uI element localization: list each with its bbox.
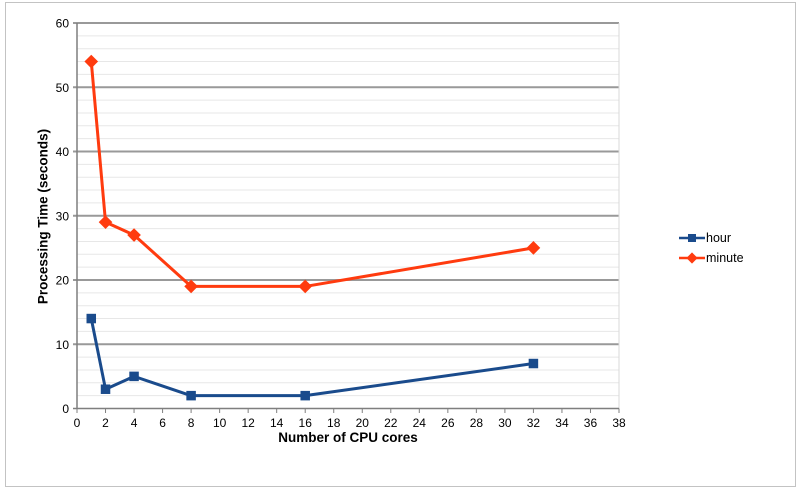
y-tick-label: 10 — [56, 338, 70, 352]
series-hour-marker — [129, 371, 139, 382]
minute-series-sample-icon — [679, 252, 705, 264]
x-tick-label: 12 — [241, 416, 255, 430]
x-tick-label: 2 — [102, 416, 109, 430]
y-axis-title: Processing Time (seconds) — [35, 128, 51, 305]
x-tick-label: 30 — [498, 416, 512, 430]
x-tick-label: 36 — [584, 416, 598, 430]
x-tick-label: 24 — [413, 416, 427, 430]
legend-sample-marker — [688, 234, 696, 242]
legend-item-minute: minute — [679, 248, 744, 268]
x-tick-label: 10 — [213, 416, 227, 430]
x-tick-label: 0 — [74, 416, 81, 430]
y-tick-label: 0 — [62, 402, 69, 416]
x-tick-label: 18 — [327, 416, 341, 430]
x-tick-label: 34 — [555, 416, 569, 430]
series-minute-marker — [184, 279, 198, 294]
y-tick-label: 30 — [56, 209, 70, 223]
series-hour-marker — [86, 313, 97, 324]
series-minute-line — [89, 60, 535, 288]
series-minute-marker — [84, 54, 99, 69]
x-tick-label: 26 — [441, 416, 455, 430]
y-tick-label: 50 — [56, 81, 70, 95]
legend-label-minute: minute — [706, 251, 744, 265]
x-tick-label: 14 — [270, 416, 284, 430]
x-tick-label: 22 — [384, 416, 398, 430]
y-tick-label: 40 — [56, 145, 70, 159]
x-tick-label: 20 — [356, 416, 370, 430]
legend-item-hour: hour — [679, 228, 744, 248]
series-hour-marker — [186, 390, 196, 401]
hour-series-sample-icon — [679, 234, 705, 242]
series-minute-marker — [98, 215, 113, 229]
series-hour-marker — [100, 384, 111, 394]
x-tick-label: 28 — [470, 416, 484, 430]
y-tick-label: 60 — [56, 17, 70, 31]
series-minute-marker — [526, 241, 541, 255]
series-hour-marker — [300, 390, 310, 401]
x-tick-label: 6 — [159, 416, 166, 430]
x-axis-title: Number of CPU cores — [278, 430, 418, 445]
legend-sample-marker — [686, 252, 698, 264]
series-minute-marker — [298, 279, 313, 294]
legend-label-hour: hour — [706, 231, 732, 245]
x-tick-label: 4 — [131, 416, 138, 430]
series-hour-line — [89, 317, 535, 398]
x-tick-label: 38 — [612, 416, 626, 430]
x-tick-label: 16 — [299, 416, 313, 430]
x-tick-label: 32 — [527, 416, 541, 430]
series-hour-marker — [528, 358, 539, 369]
series-minute-marker — [127, 228, 141, 242]
legend: hour minute — [679, 228, 744, 268]
y-tick-label: 20 — [56, 274, 70, 288]
x-tick-label: 8 — [188, 416, 195, 430]
